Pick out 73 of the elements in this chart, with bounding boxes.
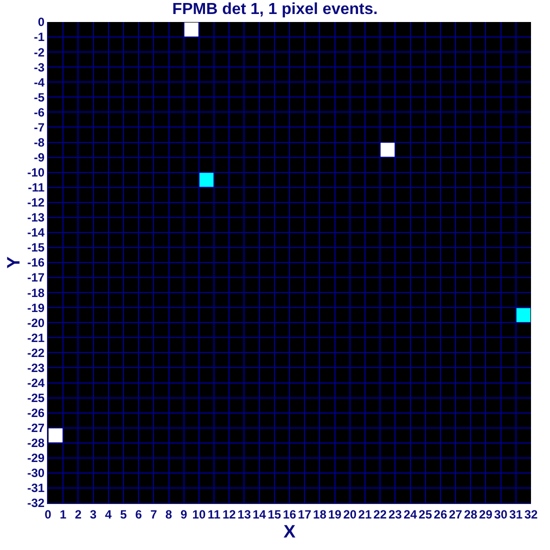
y-tick-label: -24: [27, 376, 45, 390]
y-tick-label: -27: [27, 421, 45, 436]
x-tick-label: 20: [343, 507, 357, 522]
x-tick-label: 5: [120, 507, 128, 522]
y-tick-label: -32: [27, 496, 45, 510]
chart-title: FPMB det 1, 1 pixel events.: [172, 0, 378, 18]
y-tick-label: -10: [27, 166, 45, 180]
y-tick-label: -17: [27, 270, 45, 285]
y-tick-label: -28: [27, 436, 45, 450]
point: [516, 308, 530, 322]
x-tick-label: 16: [282, 507, 296, 522]
x-tick-label: 29: [479, 507, 493, 522]
y-tick-label: -11: [28, 180, 45, 195]
x-tick-label: 3: [90, 507, 97, 522]
x-tick-label: 1: [60, 507, 67, 522]
y-tick-label: -18: [27, 286, 45, 300]
x-tick-label: 12: [222, 507, 236, 522]
x-tick-label: 26: [434, 507, 448, 522]
y-tick-label: -5: [34, 90, 45, 104]
y-tick-label: -23: [27, 360, 45, 375]
x-tick-label: 14: [252, 507, 266, 522]
y-tick-label: -15: [27, 240, 45, 255]
y-tick-label: -22: [27, 346, 45, 360]
y-tick-label: -14: [27, 226, 45, 240]
x-tick-label: 6: [135, 507, 142, 522]
y-tick-label: -2: [34, 45, 45, 60]
y-tick-label: -4: [34, 75, 45, 90]
y-tick-label: 0: [38, 15, 45, 30]
point: [199, 172, 214, 187]
y-tick-label: -29: [27, 451, 45, 466]
y-tick-label: -20: [27, 316, 45, 330]
y-tick-label: -21: [27, 330, 45, 345]
y-tick-label: -9: [34, 150, 45, 164]
x-tick-label: 28: [464, 507, 478, 522]
x-tick-label: 17: [298, 507, 312, 522]
y-tick-label: -19: [27, 300, 45, 315]
y-tick-label: -13: [27, 210, 45, 225]
y-tick-label: -7: [34, 120, 45, 134]
x-tick-label: 2: [74, 507, 82, 522]
y-tick-label: -25: [27, 390, 45, 405]
x-tick-label: 27: [448, 507, 463, 522]
x-tick-label: 15: [268, 507, 282, 522]
y-tick-label: -16: [27, 256, 45, 270]
point: [380, 142, 395, 157]
y-axis-title: Y: [3, 256, 24, 269]
y-tick-label: -3: [34, 60, 45, 74]
x-tick-label: 31: [509, 507, 523, 522]
y-tick-label: -6: [34, 105, 45, 120]
x-tick-label: 13: [238, 507, 252, 522]
x-tick-label: 10: [192, 507, 206, 522]
x-tick-label: 24: [404, 507, 418, 522]
y-tick-label: -12: [27, 196, 45, 210]
x-tick-label: 32: [524, 507, 538, 522]
x-tick-label: 11: [208, 507, 221, 522]
x-tick-label: 19: [328, 507, 342, 522]
y-tick-label: -1: [34, 30, 45, 44]
x-tick-label: 30: [494, 507, 508, 522]
y-tick-label: -26: [27, 406, 45, 420]
x-tick-label: 8: [165, 507, 172, 522]
x-tick-label: 18: [313, 507, 327, 522]
point: [48, 428, 63, 442]
x-tick-label: 4: [105, 507, 112, 522]
x-axis-title: X: [283, 522, 296, 542]
x-tick-label: 23: [388, 507, 402, 522]
x-tick-label: 22: [373, 507, 388, 522]
x-tick-label: 21: [358, 507, 372, 522]
x-tick-label: 25: [418, 507, 432, 522]
point: [184, 22, 198, 37]
x-tick-label: 7: [150, 507, 158, 522]
y-tick-label: -30: [27, 466, 45, 480]
x-tick-label: 9: [180, 507, 188, 522]
y-tick-label: -31: [27, 481, 45, 496]
y-tick-label: -8: [34, 135, 45, 150]
